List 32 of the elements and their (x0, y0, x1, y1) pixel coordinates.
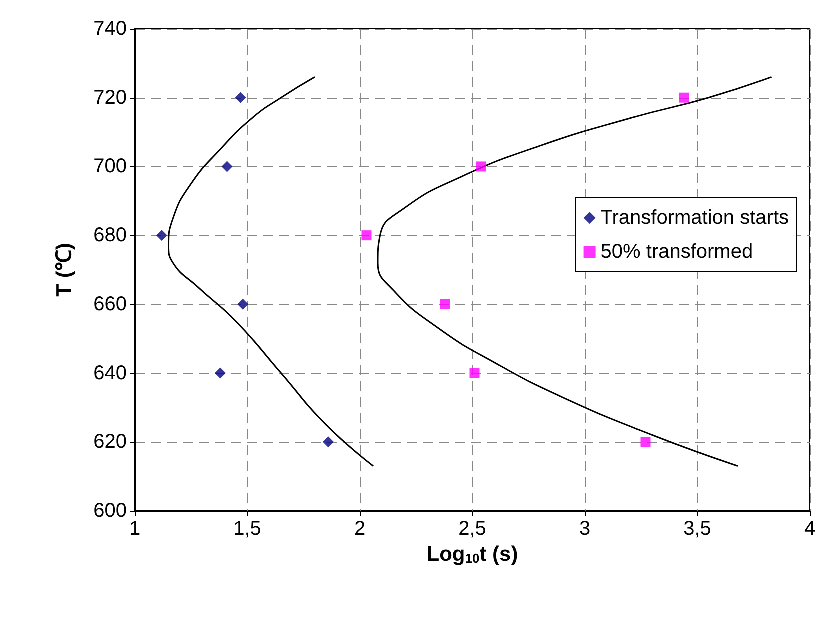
x-tick-label: 4 (804, 518, 816, 540)
point (362, 230, 372, 241)
y-tick-label: 740 (94, 18, 127, 40)
legend-label: Transformation starts (600, 207, 789, 229)
point (156, 230, 168, 242)
point (235, 92, 246, 104)
x-tick-label: 2,5 (458, 518, 486, 540)
x-axis-title: Log10t (s) (426, 542, 518, 566)
y-tick-label: 700 (94, 156, 127, 178)
point (476, 162, 486, 172)
point (679, 92, 689, 103)
x-tick-label: 3,5 (684, 518, 712, 540)
y-tick-label: 600 (94, 500, 127, 522)
y-tick-label: 640 (94, 362, 127, 384)
point (222, 161, 233, 172)
x-tick-label: 3 (579, 518, 591, 540)
y-axis-title: T (℃) (53, 243, 76, 297)
point (640, 437, 651, 448)
point (238, 298, 248, 310)
point (440, 299, 450, 310)
y-tick-label: 720 (94, 86, 127, 109)
line-series (168, 76, 374, 467)
y-tick-label: 680 (94, 224, 127, 247)
x-tick-label: 2 (354, 518, 366, 540)
x-tick-label: 1,5 (234, 518, 262, 540)
y-tick-label: 660 (94, 293, 127, 316)
y-tick-label: 620 (94, 431, 127, 454)
legend-label: 50% transformed (600, 241, 754, 263)
point (215, 368, 226, 379)
point (323, 436, 334, 448)
point (470, 368, 480, 378)
x-tick-label: 1 (129, 518, 141, 540)
